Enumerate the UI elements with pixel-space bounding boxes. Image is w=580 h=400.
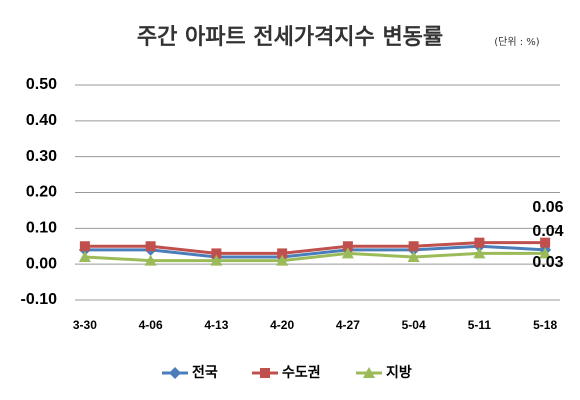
legend-marker [169,367,181,379]
data-label: 0.03 [532,254,563,271]
data-point [342,241,353,252]
legend-label: 지방 [386,364,412,381]
data-point [341,247,354,259]
legend-label: 수도권 [282,365,321,381]
x-tick-label: 5-11 [468,318,492,332]
data-point [540,237,551,248]
series-line [84,251,546,263]
data-point [277,248,288,259]
x-tick-label: 4-13 [204,318,228,332]
y-tick-label: 0.50 [26,76,57,93]
x-tick-label: 4-06 [139,318,163,332]
y-tick-label: 0.00 [26,255,57,272]
series-line [84,244,546,259]
y-tick-label: 0.10 [26,220,57,237]
x-tick-label: 5-04 [402,318,426,332]
legend-marker [260,368,270,378]
data-point [79,241,90,252]
chart-title: 주간 아파트 전세가격지수 변동률 [137,25,443,50]
x-tick-label: 3-30 [73,318,97,332]
x-tick-label: 4-27 [336,318,360,332]
data-point [211,248,222,259]
y-tick-label: 0.40 [26,112,57,129]
data-label: 0.04 [532,223,563,240]
legend-marker [363,367,375,378]
data-point [473,247,486,259]
y-tick-label: -0.10 [21,291,58,308]
data-point [407,251,420,262]
data-point [78,251,91,262]
x-tick-label: 5-18 [533,318,557,332]
data-point [408,241,419,252]
data-point [210,254,223,266]
chart-subtitle: (단위 : %) [494,35,540,48]
y-tick-label: 0.30 [26,148,57,165]
data-point [145,241,156,252]
data-point [144,254,157,266]
data-label: 0.06 [532,199,563,216]
legend-label: 전국 [192,364,218,381]
y-tick-label: 0.20 [26,184,57,201]
data-point [539,247,552,259]
x-tick-label: 4-20 [270,318,294,332]
series-line [84,241,546,255]
data-point [276,254,289,266]
data-point [474,237,485,248]
